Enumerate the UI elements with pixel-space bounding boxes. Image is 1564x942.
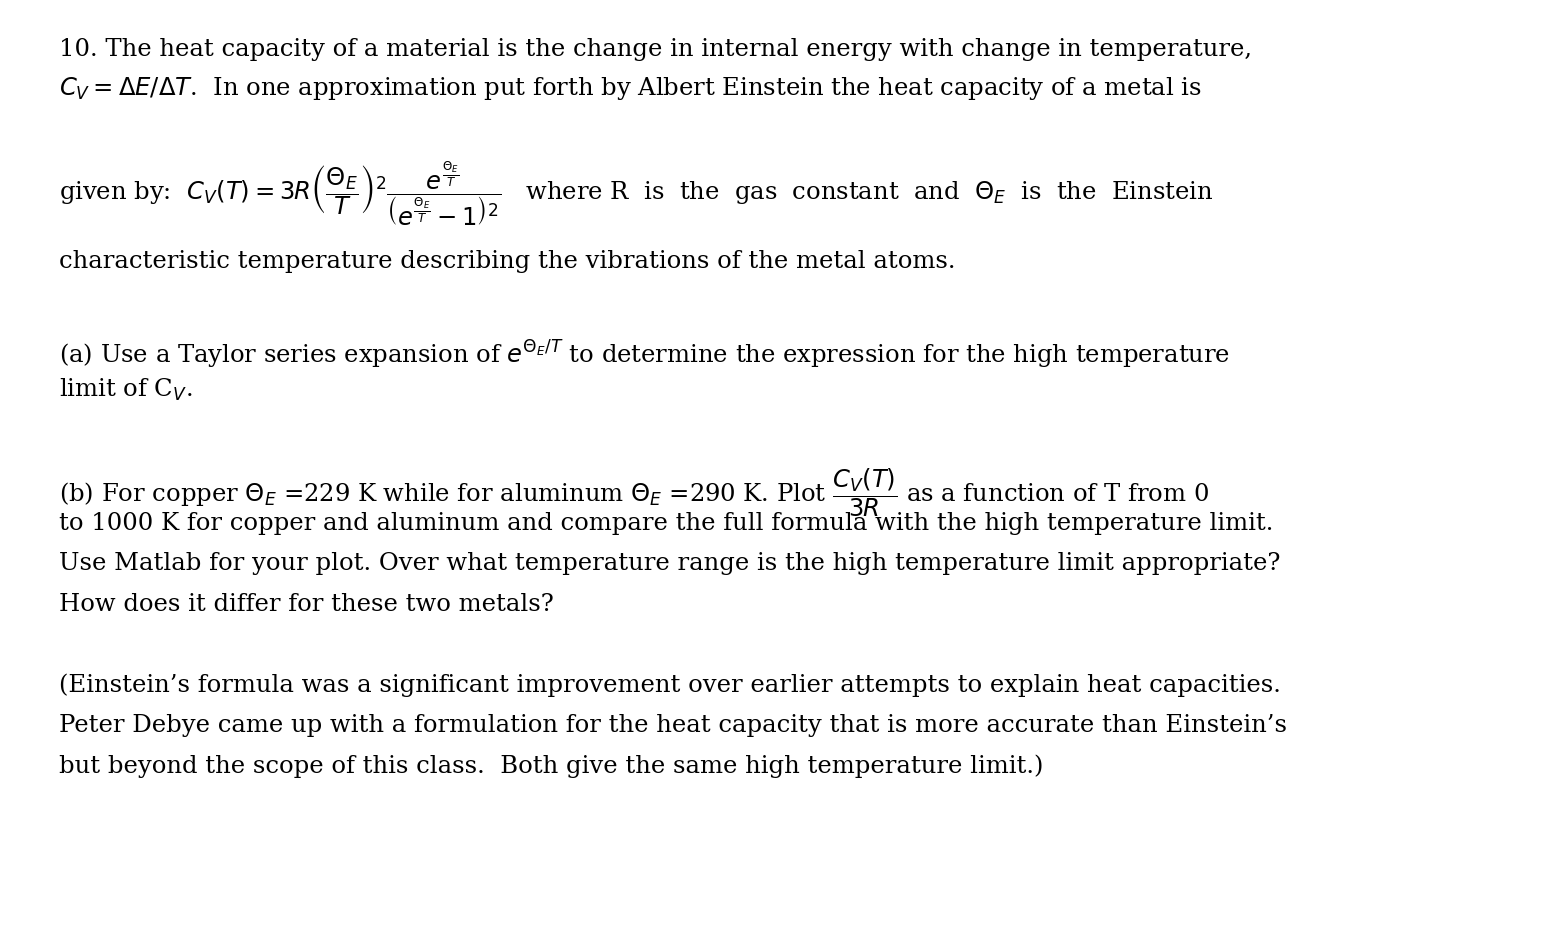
Text: given by:  $C_V(T)=3R\left(\dfrac{\Theta_E}{T}\right)^2 \dfrac{e^{\frac{\Theta_E: given by: $C_V(T)=3R\left(\dfrac{\Theta_… bbox=[59, 160, 1214, 229]
Text: but beyond the scope of this class.  Both give the same high temperature limit.): but beyond the scope of this class. Both… bbox=[59, 755, 1043, 778]
Text: to 1000 K for copper and aluminum and compare the full formula with the high tem: to 1000 K for copper and aluminum and co… bbox=[59, 512, 1273, 534]
Text: characteristic temperature describing the vibrations of the metal atoms.: characteristic temperature describing th… bbox=[59, 250, 956, 272]
Text: Peter Debye came up with a formulation for the heat capacity that is more accura: Peter Debye came up with a formulation f… bbox=[59, 714, 1287, 737]
Text: (b) For copper $\Theta_E$ =229 K while for aluminum $\Theta_E$ =290 K. Plot $\df: (b) For copper $\Theta_E$ =229 K while f… bbox=[59, 466, 1209, 519]
Text: (Einstein’s formula was a significant improvement over earlier attempts to expla: (Einstein’s formula was a significant im… bbox=[59, 674, 1281, 697]
Text: 10. The heat capacity of a material is the change in internal energy with change: 10. The heat capacity of a material is t… bbox=[59, 38, 1253, 60]
Text: limit of C$_V$.: limit of C$_V$. bbox=[59, 377, 192, 403]
Text: (a) Use a Taylor series expansion of $e^{\Theta_E/T}$ to determine the expressio: (a) Use a Taylor series expansion of $e^… bbox=[59, 339, 1231, 371]
Text: Use Matlab for your plot. Over what temperature range is the high temperature li: Use Matlab for your plot. Over what temp… bbox=[59, 552, 1281, 575]
Text: $C_V = \Delta E/\Delta T$.  In one approximation put forth by Albert Einstein th: $C_V = \Delta E/\Delta T$. In one approx… bbox=[59, 75, 1203, 103]
Text: How does it differ for these two metals?: How does it differ for these two metals? bbox=[59, 593, 554, 615]
